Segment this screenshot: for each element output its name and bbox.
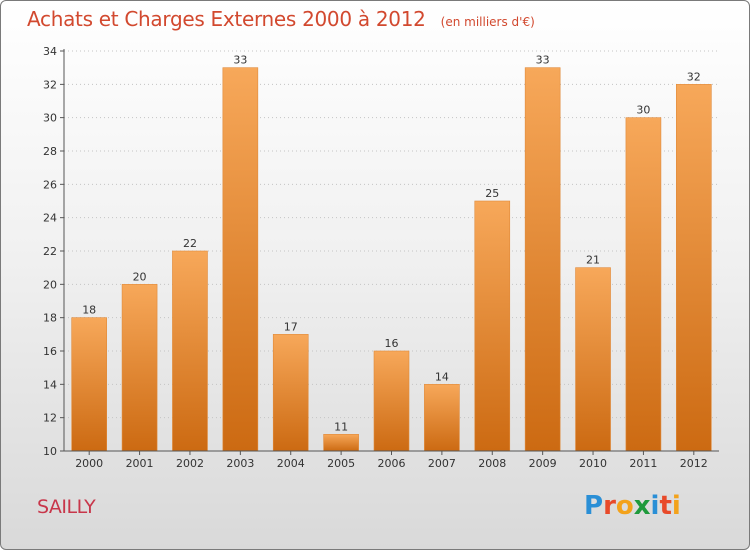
bar bbox=[272, 334, 309, 452]
y-tick-label: 24 bbox=[43, 212, 57, 225]
y-tick-label: 30 bbox=[43, 112, 57, 125]
logo-letter: i bbox=[671, 491, 681, 521]
bar bbox=[625, 117, 662, 452]
bar-value-label: 20 bbox=[133, 270, 147, 283]
x-tick-label: 2000 bbox=[75, 457, 103, 470]
y-tick-label: 12 bbox=[43, 412, 57, 425]
x-tick-label: 2006 bbox=[378, 457, 406, 470]
x-tick-label: 2009 bbox=[529, 457, 557, 470]
x-tick-label: 2001 bbox=[126, 457, 154, 470]
bar bbox=[474, 200, 511, 452]
bar-value-label: 25 bbox=[485, 187, 499, 200]
bar bbox=[373, 350, 410, 452]
x-tick-label: 2003 bbox=[226, 457, 254, 470]
place-label: SAILLY bbox=[37, 496, 96, 518]
logo-letter: t bbox=[659, 491, 672, 521]
bar-value-label: 21 bbox=[586, 254, 600, 267]
logo-letter: P bbox=[584, 491, 604, 521]
bar-value-label: 22 bbox=[183, 237, 197, 250]
bar-value-label: 33 bbox=[233, 54, 247, 67]
axis-layer: 10 12 14 16 18 20 22 24 26 28 30 32 34 2000 2001 2002 20… bbox=[43, 45, 719, 470]
logo-letter: r bbox=[603, 491, 616, 521]
title-row: Achats et Charges Externes 2000 à 2012 (… bbox=[27, 7, 535, 31]
y-tick-label: 22 bbox=[43, 245, 57, 258]
bar-value-label: 17 bbox=[284, 320, 298, 333]
y-tick-label: 28 bbox=[43, 145, 57, 158]
x-tick-label: 2002 bbox=[176, 457, 204, 470]
x-tick-label: 2010 bbox=[579, 457, 607, 470]
bar bbox=[524, 67, 561, 452]
bar bbox=[676, 84, 712, 452]
y-tick-label: 32 bbox=[43, 78, 57, 91]
bar bbox=[172, 250, 208, 452]
chart-title: Achats et Charges Externes 2000 à 2012 bbox=[27, 7, 426, 31]
y-tick-label: 10 bbox=[43, 445, 57, 458]
bar bbox=[121, 284, 158, 452]
y-tick-label: 18 bbox=[43, 312, 57, 325]
bar-value-label: 11 bbox=[334, 420, 348, 433]
x-tick-label: 2004 bbox=[277, 457, 305, 470]
bar bbox=[424, 384, 460, 452]
y-tick-label: 16 bbox=[43, 345, 57, 358]
bar bbox=[575, 267, 611, 452]
bar bbox=[222, 67, 259, 452]
bar-value-label: 30 bbox=[636, 104, 650, 117]
logo-letter: i bbox=[650, 491, 660, 521]
x-tick-label: 2011 bbox=[629, 457, 657, 470]
bar bbox=[323, 434, 359, 452]
bar-value-label: 32 bbox=[687, 70, 701, 83]
proxiti-logo: Proxiti bbox=[584, 491, 681, 521]
x-tick-label: 2008 bbox=[478, 457, 506, 470]
x-tick-label: 2007 bbox=[428, 457, 456, 470]
bar bbox=[71, 317, 107, 452]
y-tick-label: 20 bbox=[43, 278, 57, 291]
bars-layer: 18 20 22 33 17 11 16 14 25 33 21 30 32 bbox=[71, 54, 712, 452]
logo-letter: o bbox=[615, 491, 634, 521]
y-tick-label: 26 bbox=[43, 178, 57, 191]
bar-value-label: 16 bbox=[385, 337, 399, 350]
bar-value-label: 33 bbox=[536, 54, 550, 67]
bar-value-label: 14 bbox=[435, 370, 449, 383]
logo-letter: x bbox=[633, 491, 651, 521]
y-tick-label: 34 bbox=[43, 45, 57, 58]
x-tick-label: 2005 bbox=[327, 457, 355, 470]
y-tick-label: 14 bbox=[43, 378, 57, 391]
chart-unit: (en milliers d'€) bbox=[440, 15, 535, 29]
x-tick-label: 2012 bbox=[680, 457, 708, 470]
bar-value-label: 18 bbox=[82, 304, 96, 317]
